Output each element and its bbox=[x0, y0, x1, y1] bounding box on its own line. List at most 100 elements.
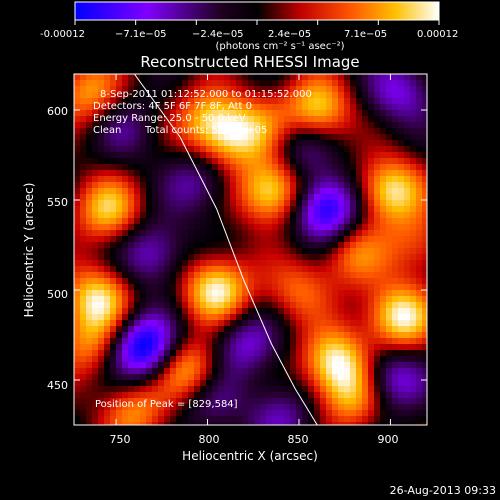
heatmap-cell bbox=[374, 158, 381, 165]
heatmap-cell bbox=[206, 236, 213, 243]
heatmap-cell bbox=[128, 386, 135, 393]
heatmap-cell bbox=[422, 140, 427, 147]
heatmap-cell bbox=[212, 278, 219, 285]
heatmap-cell bbox=[338, 224, 345, 231]
heatmap-cell bbox=[332, 152, 339, 159]
heatmap-cell bbox=[110, 296, 117, 303]
heatmap-cell bbox=[218, 164, 225, 171]
heatmap-cell bbox=[110, 104, 117, 111]
heatmap-cell bbox=[218, 344, 225, 351]
heatmap-cell bbox=[230, 368, 237, 375]
heatmap-cell bbox=[170, 116, 177, 123]
heatmap-cell bbox=[242, 182, 249, 189]
heatmap-cell bbox=[242, 320, 249, 327]
heatmap-cell bbox=[374, 380, 381, 387]
heatmap-cell bbox=[182, 122, 189, 129]
heatmap-cell bbox=[332, 248, 339, 255]
heatmap-cell bbox=[92, 176, 99, 183]
heatmap-cell bbox=[146, 332, 153, 339]
heatmap-cell bbox=[74, 314, 81, 321]
heatmap-cell bbox=[392, 164, 399, 171]
heatmap-cell bbox=[332, 362, 339, 369]
heatmap-cell bbox=[260, 284, 267, 291]
heatmap-cell bbox=[368, 278, 375, 285]
heatmap-cell bbox=[212, 422, 219, 425]
heatmap-cell bbox=[122, 212, 129, 219]
heatmap-cell bbox=[278, 398, 285, 405]
heatmap-cell bbox=[386, 332, 393, 339]
heatmap-cell bbox=[170, 308, 177, 315]
heatmap-cell bbox=[422, 374, 427, 381]
heatmap-cell bbox=[320, 380, 327, 387]
heatmap-cell bbox=[176, 350, 183, 357]
heatmap-cell bbox=[182, 410, 189, 417]
heatmap-cell bbox=[386, 206, 393, 213]
heatmap-cell bbox=[230, 122, 237, 129]
heatmap-cell bbox=[98, 224, 105, 231]
heatmap-cell bbox=[350, 422, 357, 425]
heatmap-cell bbox=[110, 332, 117, 339]
heatmap-cell bbox=[302, 224, 309, 231]
heatmap-cell bbox=[116, 338, 123, 345]
heatmap-cell bbox=[422, 416, 427, 423]
heatmap-cell bbox=[224, 200, 231, 207]
heatmap-cell bbox=[110, 392, 117, 399]
heatmap-cell bbox=[326, 386, 333, 393]
heatmap-cell bbox=[164, 122, 171, 129]
heatmap-cell bbox=[386, 296, 393, 303]
heatmap-cell bbox=[110, 326, 117, 333]
heatmap-cell bbox=[290, 98, 297, 105]
heatmap-cell bbox=[410, 74, 417, 81]
heatmap-cell bbox=[194, 110, 201, 117]
heatmap-cell bbox=[392, 98, 399, 105]
heatmap-cell bbox=[392, 380, 399, 387]
heatmap-cell bbox=[260, 278, 267, 285]
heatmap-cell bbox=[356, 260, 363, 267]
heatmap-cell bbox=[122, 122, 129, 129]
heatmap-cell bbox=[374, 104, 381, 111]
heatmap-cell bbox=[278, 290, 285, 297]
heatmap-cell bbox=[350, 116, 357, 123]
heatmap-cell bbox=[158, 326, 165, 333]
heatmap-cell bbox=[182, 416, 189, 423]
heatmap-cell bbox=[308, 338, 315, 345]
heatmap-cell bbox=[422, 110, 427, 117]
heatmap-cell bbox=[158, 206, 165, 213]
heatmap-cell bbox=[110, 284, 117, 291]
heatmap-cell bbox=[344, 416, 351, 423]
heatmap-cell bbox=[182, 380, 189, 387]
heatmap-cell bbox=[158, 158, 165, 165]
heatmap-cell bbox=[128, 296, 135, 303]
heatmap-cell bbox=[254, 290, 261, 297]
heatmap-cell bbox=[146, 284, 153, 291]
heatmap-cell bbox=[278, 98, 285, 105]
heatmap-cell bbox=[194, 164, 201, 171]
heatmap-cell bbox=[392, 296, 399, 303]
heatmap-cell bbox=[368, 206, 375, 213]
heatmap-cell bbox=[398, 356, 405, 363]
heatmap-cell bbox=[404, 272, 411, 279]
heatmap-cell bbox=[380, 326, 387, 333]
heatmap-cell bbox=[152, 206, 159, 213]
heatmap-cell bbox=[176, 92, 183, 99]
heatmap-cell bbox=[308, 416, 315, 423]
heatmap-cell bbox=[152, 98, 159, 105]
heatmap-cell bbox=[362, 164, 369, 171]
heatmap-cell bbox=[260, 194, 267, 201]
heatmap-cell bbox=[122, 92, 129, 99]
total-counts-annotation: Total counts: 5.558e+05 bbox=[144, 125, 267, 136]
heatmap-cell bbox=[356, 86, 363, 93]
heatmap-cell bbox=[410, 188, 417, 195]
heatmap-cell bbox=[134, 374, 141, 381]
heatmap-cell bbox=[158, 290, 165, 297]
heatmap-cell bbox=[302, 242, 309, 249]
heatmap-cell bbox=[206, 188, 213, 195]
heatmap-cell bbox=[392, 104, 399, 111]
heatmap-cell bbox=[350, 278, 357, 285]
heatmap-cell bbox=[266, 230, 273, 237]
heatmap-cell bbox=[170, 122, 177, 129]
heatmap-cell bbox=[260, 134, 267, 141]
heatmap-cell bbox=[188, 320, 195, 327]
heatmap-cell bbox=[164, 188, 171, 195]
heatmap-cell bbox=[338, 212, 345, 219]
